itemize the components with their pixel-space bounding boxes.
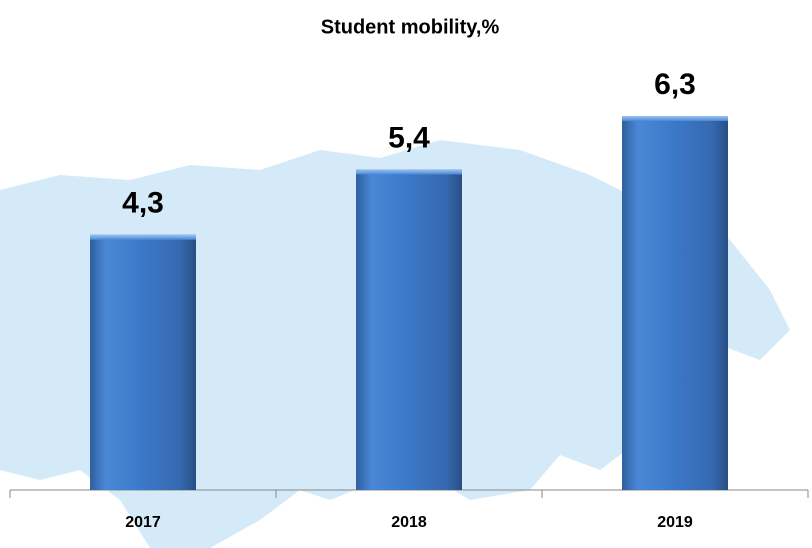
x-tick-label: 2019 [657,514,693,531]
bar-cap [90,234,196,240]
bar [90,234,196,490]
value-label: 6,3 [654,68,696,101]
x-tick-label: 2018 [391,514,427,531]
x-tick-label: 2017 [125,514,161,531]
value-label: 4,3 [122,187,164,220]
chart-title: Student mobility,% [321,16,500,38]
bar-cap [622,116,728,121]
value-label: 5,4 [388,121,430,154]
bar-cap [356,169,462,175]
bar [356,169,462,490]
bar [622,116,728,490]
